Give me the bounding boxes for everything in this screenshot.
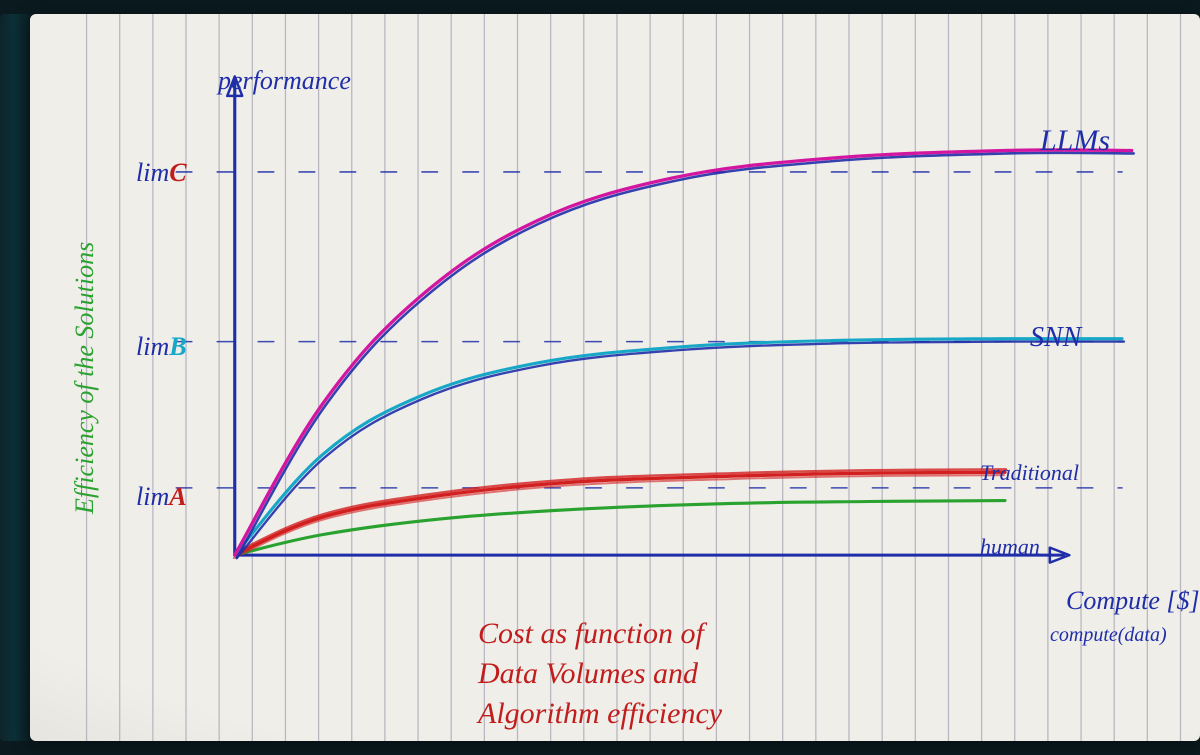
series-label-human: human (980, 534, 1040, 560)
page-root: performance Compute [$] compute(data) Ef… (0, 0, 1200, 755)
notebook-spine (0, 14, 30, 741)
ytick-limC: limC (136, 158, 187, 188)
x-axis-sublabel: compute(data) (1050, 624, 1167, 647)
x-axis-label: Compute [$] (1066, 586, 1200, 616)
caption-line: Algorithm efficiency (478, 694, 722, 734)
series-label-snn: SNN (1030, 322, 1081, 354)
series-label-llms: LLMs (1040, 124, 1110, 158)
caption-line: Cost as function of (478, 614, 722, 654)
y-axis-label: performance (218, 66, 351, 96)
ytick-limB: limB (136, 332, 187, 362)
ytick-limA: limA (136, 482, 187, 512)
caption-cost-function: Cost as function ofData Volumes andAlgor… (478, 614, 722, 734)
series-label-traditional: Traditional (980, 460, 1079, 486)
notebook-paper: performance Compute [$] compute(data) Ef… (30, 14, 1200, 741)
side-note-efficiency: Efficiency of the Solutions (70, 242, 100, 514)
caption-line: Data Volumes and (478, 654, 722, 694)
